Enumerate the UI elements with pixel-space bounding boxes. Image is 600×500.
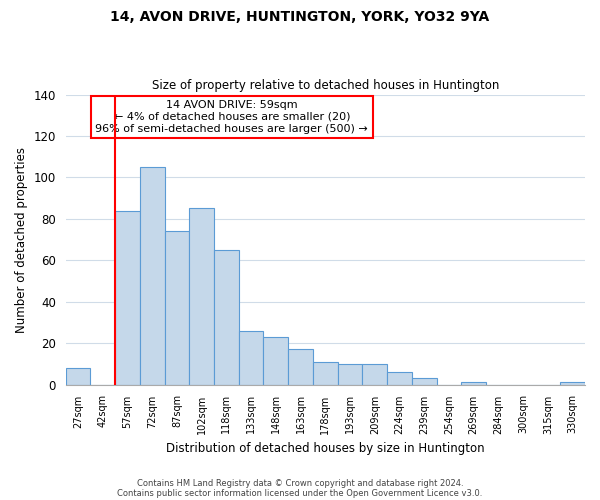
Title: Size of property relative to detached houses in Huntington: Size of property relative to detached ho… [152, 79, 499, 92]
Bar [560, 382, 585, 384]
Text: Contains HM Land Registry data © Crown copyright and database right 2024.: Contains HM Land Registry data © Crown c… [137, 478, 463, 488]
Text: Contains public sector information licensed under the Open Government Licence v3: Contains public sector information licen… [118, 488, 482, 498]
Bar [313, 362, 338, 384]
Y-axis label: Number of detached properties: Number of detached properties [15, 146, 28, 332]
Bar [263, 337, 288, 384]
Text: 14, AVON DRIVE, HUNTINGTON, YORK, YO32 9YA: 14, AVON DRIVE, HUNTINGTON, YORK, YO32 9… [110, 10, 490, 24]
Bar [164, 232, 190, 384]
Text: 14 AVON DRIVE: 59sqm
← 4% of detached houses are smaller (20)
96% of semi-detach: 14 AVON DRIVE: 59sqm ← 4% of detached ho… [95, 100, 368, 134]
X-axis label: Distribution of detached houses by size in Huntington: Distribution of detached houses by size … [166, 442, 485, 455]
Bar [214, 250, 239, 384]
Bar [461, 382, 486, 384]
Bar [190, 208, 214, 384]
Bar [387, 372, 412, 384]
Bar [65, 368, 91, 384]
Bar [239, 330, 263, 384]
Bar [140, 167, 164, 384]
Bar [362, 364, 387, 384]
Bar [115, 210, 140, 384]
Bar [412, 378, 437, 384]
Bar [288, 350, 313, 384]
Bar [338, 364, 362, 384]
